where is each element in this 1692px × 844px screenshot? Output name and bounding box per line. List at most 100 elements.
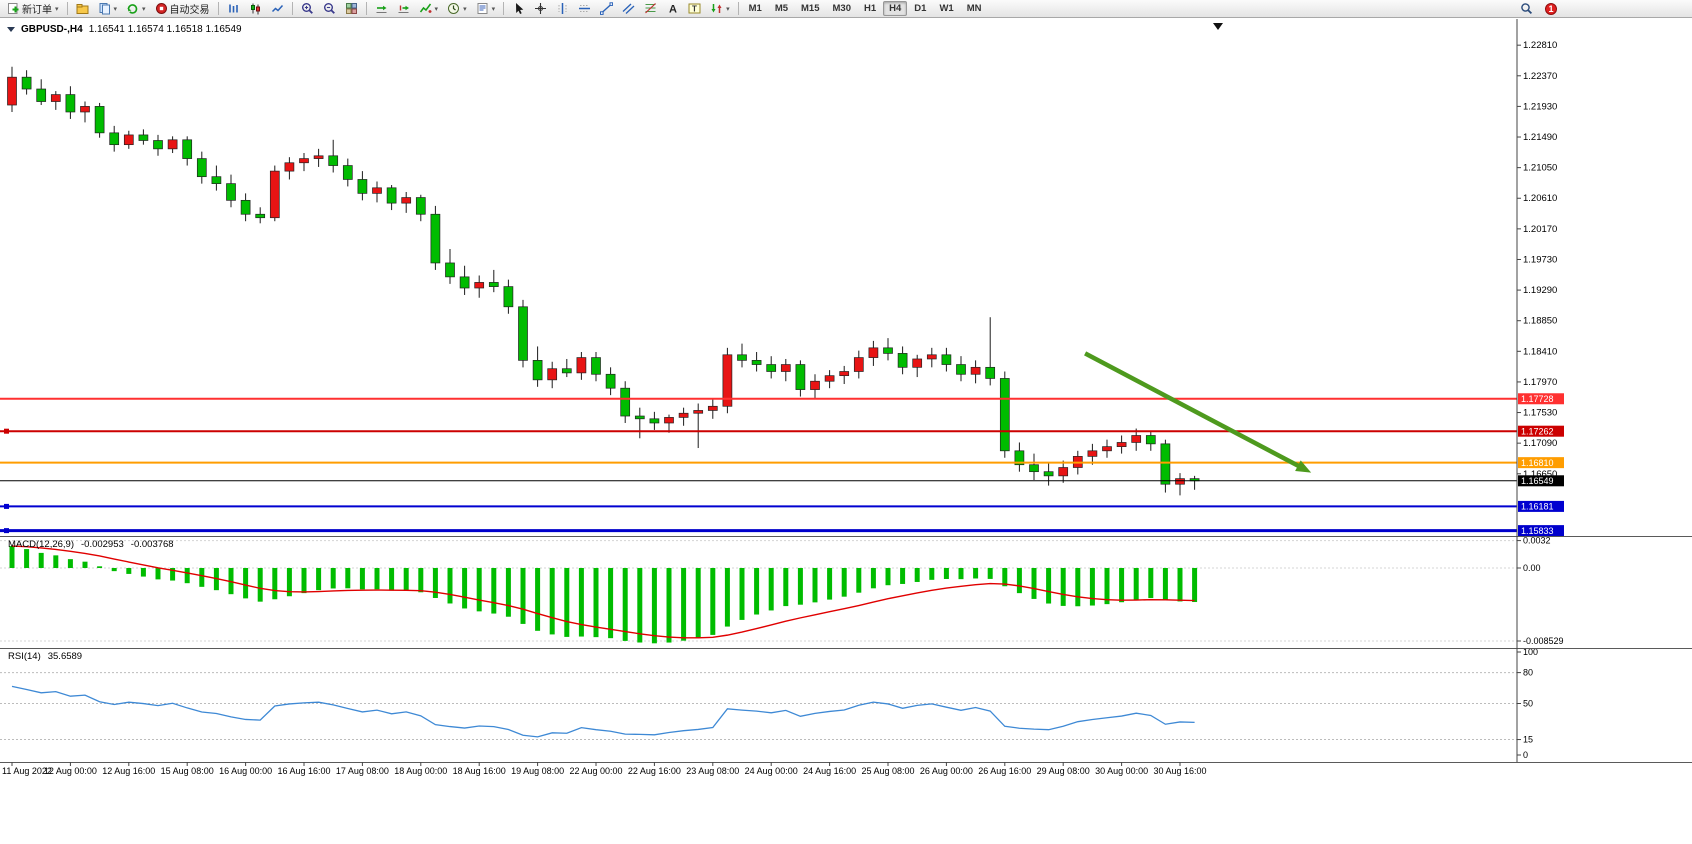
trendline-button[interactable] (596, 1, 617, 17)
macd-histogram-bar (301, 567, 307, 594)
candle-body (1043, 471, 1054, 477)
channel-button[interactable] (618, 1, 639, 17)
price-axis[interactable] (1517, 19, 1692, 762)
macd-histogram-bar (1162, 567, 1168, 601)
candle-body (299, 158, 309, 164)
candle-body (372, 187, 382, 194)
text-label-button[interactable]: T (684, 1, 705, 17)
macd-histogram-bar (578, 567, 584, 637)
auto-scroll-button[interactable] (371, 1, 392, 17)
line-handle[interactable] (4, 428, 9, 434)
time-axis-label: 26 Aug 16:00 (978, 766, 1031, 776)
timeframe-d1-button[interactable]: D1 (914, 3, 927, 14)
zoom-in-button[interactable] (297, 1, 318, 17)
candle-body (766, 364, 777, 372)
cursor-button[interactable] (508, 1, 529, 17)
text-button[interactable]: A (662, 1, 683, 17)
macd-histogram-bar (272, 567, 278, 600)
channel-icon (622, 3, 635, 14)
macd-histogram-bar (812, 567, 818, 603)
price-axis-label: 1.16650 (1523, 469, 1557, 480)
price-tag (1518, 425, 1564, 437)
candle-body (255, 213, 266, 219)
macd-histogram-bar (374, 567, 380, 590)
time-axis[interactable] (0, 763, 1692, 781)
clock-icon (448, 3, 460, 14)
timeframe-m15-button[interactable]: M15 (801, 3, 820, 14)
indicators-button[interactable]: ▾ (415, 1, 443, 17)
candle-body (328, 155, 339, 166)
price-axis-label: 1.17970 (1523, 377, 1557, 388)
trend-arrow[interactable] (1084, 351, 1306, 471)
candle-body (1087, 450, 1098, 457)
vertical-line-button[interactable] (552, 1, 573, 17)
candle-body (1145, 435, 1156, 445)
bar-chart-mode-button[interactable] (223, 1, 244, 17)
price-tag-label: 1.17728 (1521, 394, 1554, 404)
macd-histogram-bar (403, 567, 409, 591)
auto-trading-button-label: 自动交易 (169, 5, 210, 16)
timeframe-m5-button[interactable]: M5 (774, 3, 789, 14)
timeframe-m30-button[interactable]: M30 (832, 3, 851, 14)
crosshair-button[interactable] (530, 1, 551, 17)
fibonacci-button[interactable] (640, 1, 661, 17)
charts-bar-button[interactable]: ▾ (94, 1, 122, 17)
new-order-button[interactable]: 新订单 ▾ (3, 1, 63, 17)
line-handle[interactable] (4, 528, 9, 534)
candle-body (401, 197, 412, 204)
candle-body (547, 368, 558, 381)
templates-button[interactable]: ▾ (472, 1, 500, 17)
macd-histogram-bar (491, 567, 497, 614)
macd-indicator-label: MACD(12,26,9) -0.002953 -0.003768 (8, 539, 174, 550)
zoom-in-icon (301, 3, 313, 14)
auto-scroll-icon (376, 5, 387, 13)
candle-body (1029, 464, 1039, 473)
candle-body (737, 354, 747, 361)
candle-body (634, 415, 645, 420)
candlestick-mode-button[interactable] (245, 1, 266, 17)
macd-histogram-bar (1016, 567, 1022, 594)
candle-body (109, 132, 120, 146)
candle-body (985, 366, 996, 379)
auto-trading-button[interactable]: 自动交易 (151, 1, 214, 17)
template-icon (477, 3, 488, 14)
macd-histogram-bar (1031, 567, 1037, 599)
candle-body (853, 357, 864, 372)
arrows-button[interactable]: ▾ (706, 1, 734, 17)
price-axis-label: 1.19730 (1523, 254, 1557, 265)
toolbar-separator (217, 2, 219, 15)
timeframe-mn-button[interactable]: MN (966, 3, 982, 14)
line-handle[interactable] (4, 503, 9, 509)
candle-body (1175, 478, 1185, 485)
macd-histogram-bar (695, 567, 701, 639)
timeframe-m1-button[interactable]: M1 (748, 3, 762, 14)
horizontal-line-icon (579, 5, 591, 12)
timeframe-w1-button[interactable]: W1 (939, 3, 954, 14)
macd-histogram-bar (710, 567, 716, 635)
candle-body (240, 199, 251, 215)
macd-histogram-bar (651, 567, 657, 644)
timeframe-h4-button[interactable]: H4 (883, 1, 908, 16)
price-axis-label: 1.21050 (1523, 163, 1557, 174)
candle-body (80, 106, 90, 113)
candle-body (226, 183, 236, 201)
timeframe-h1-button[interactable]: H1 (863, 3, 877, 14)
zoom-out-button[interactable] (319, 1, 340, 17)
notification-badge[interactable]: 1 (1545, 2, 1557, 15)
profiles-button[interactable] (72, 1, 93, 17)
collapse-triangle-icon[interactable] (7, 27, 15, 32)
horizontal-line-button[interactable] (574, 1, 595, 17)
refresh-button[interactable]: ▾ (122, 1, 150, 17)
tile-windows-button[interactable] (341, 1, 362, 17)
periods-button[interactable]: ▾ (443, 1, 471, 17)
dropdown-arrow-icon: ▾ (463, 5, 467, 13)
macd-histogram-bar (316, 567, 322, 591)
chart-shift-button[interactable] (393, 1, 414, 17)
search-button[interactable] (1516, 1, 1537, 17)
scroll-marker-icon[interactable] (1213, 23, 1223, 30)
line-chart-mode-button[interactable] (267, 1, 288, 17)
candle-body (678, 412, 689, 418)
candle-body (518, 306, 528, 361)
trend-arrow-head (1295, 460, 1312, 473)
